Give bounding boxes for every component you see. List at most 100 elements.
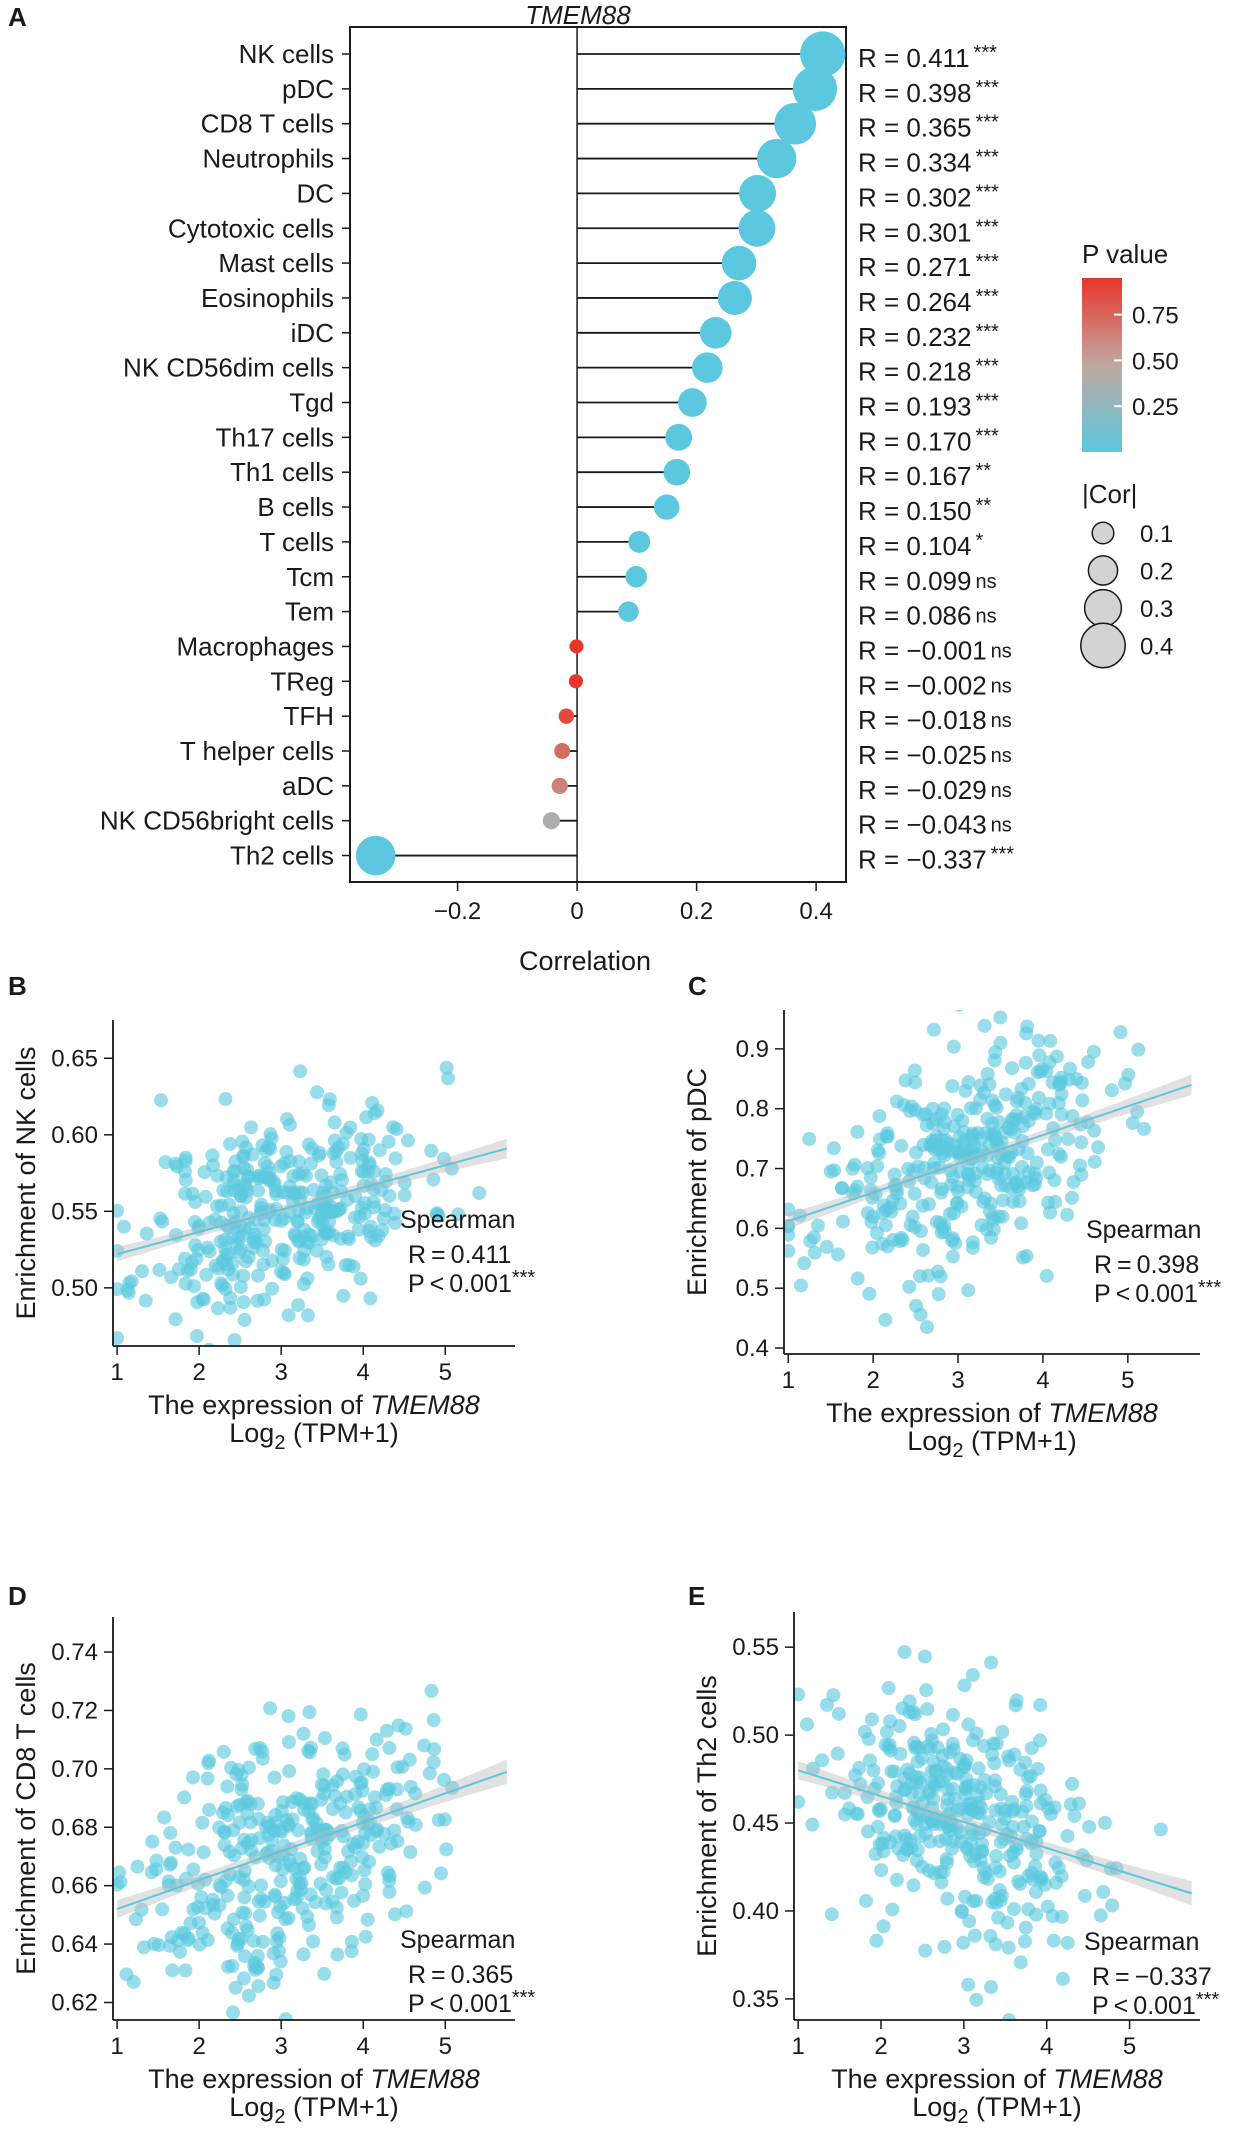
scatter-point xyxy=(1042,1205,1057,1220)
scatter-point xyxy=(254,1891,269,1906)
scatter-point xyxy=(956,1935,971,1950)
stats-r: R = 0.365 xyxy=(408,1961,513,1989)
scatter-point xyxy=(251,1268,266,1283)
scatter-point xyxy=(916,1242,931,1257)
category-label: T helper cells xyxy=(180,736,334,766)
scatter-point xyxy=(988,1937,1003,1952)
scatter-point xyxy=(362,1802,377,1817)
scatter-point xyxy=(185,1770,200,1785)
scatter-point xyxy=(333,1167,348,1182)
y-tick-label: 0.64 xyxy=(51,1931,98,1958)
colorbar-tick-label: 0.75 xyxy=(1132,303,1179,330)
stats-method: Spearman xyxy=(400,1926,515,1954)
scatter-point xyxy=(945,1249,960,1264)
x-tick-label: 4 xyxy=(357,2033,370,2060)
scatter-point xyxy=(291,1823,306,1838)
scatter-point xyxy=(873,1801,888,1816)
y-tick-label: 0.7 xyxy=(736,1156,769,1183)
scatter-point xyxy=(945,1233,960,1248)
category-label: B cells xyxy=(257,492,334,522)
scatter-point xyxy=(399,1904,414,1919)
scatter-point xyxy=(1001,2013,1016,2020)
y-axis-label: Enrichment of pDC xyxy=(682,1068,712,1296)
scatter-point xyxy=(902,1766,917,1781)
scatter-point xyxy=(926,1754,941,1769)
scatter-point xyxy=(985,1747,1000,1762)
scatter-point xyxy=(1086,1044,1101,1059)
scatter-point xyxy=(1007,1902,1022,1917)
scatter-point xyxy=(1042,1055,1057,1070)
scatter-point xyxy=(907,1186,922,1201)
category-label: Tcm xyxy=(286,562,334,592)
scatter-point xyxy=(318,1850,333,1865)
scatter-point xyxy=(933,1269,948,1284)
r-value-label: R = 0.365 *** xyxy=(858,112,999,143)
scatter-point xyxy=(163,1857,178,1872)
scatter-point xyxy=(1118,1076,1133,1091)
scatter-point xyxy=(995,1724,1010,1739)
legend: P value 0.75 0.50 0.25 |Cor| 0.1 0.2 0.3 0.4 xyxy=(1080,239,1179,669)
scatter-point xyxy=(921,1197,936,1212)
scatter-point xyxy=(942,1745,957,1760)
scatter-point xyxy=(379,1787,394,1802)
significance-mark: ns xyxy=(991,815,1012,837)
scatter-point xyxy=(391,1718,406,1733)
scatter-point xyxy=(864,1712,879,1727)
scatter-point xyxy=(969,1992,984,2007)
scatter-point xyxy=(793,1278,808,1293)
scatter-point xyxy=(273,1874,288,1889)
x-tick-label: 4 xyxy=(357,1359,370,1386)
scatter-point xyxy=(1031,1033,1046,1048)
scatter-point xyxy=(1067,1808,1082,1823)
scatter-point xyxy=(794,1687,806,1702)
scatter-point xyxy=(1013,1955,1028,1970)
scatter-point xyxy=(838,1807,853,1822)
x-tick-label: 0 xyxy=(570,898,583,925)
x-tick-label: 4 xyxy=(1040,2033,1053,2060)
scatter-point xyxy=(819,1239,834,1254)
scatter-point xyxy=(120,1283,135,1298)
scatter-point xyxy=(935,1133,950,1148)
scatter-point xyxy=(1018,1755,1033,1770)
scatter-point xyxy=(382,1873,397,1888)
lollipop-row: pDC R = 0.398 *** xyxy=(282,66,999,111)
scatter-point xyxy=(274,1242,289,1257)
lollipop-dot xyxy=(756,138,797,179)
lollipop-row: CD8 T cells R = 0.365 *** xyxy=(201,102,999,145)
scatter-point xyxy=(291,1298,306,1313)
scatter-point xyxy=(904,1786,919,1801)
scatter-point xyxy=(269,1967,284,1982)
x-tick-label: 2 xyxy=(192,2033,205,2060)
significance-mark: *** xyxy=(975,321,999,343)
scatter-point xyxy=(1153,1822,1168,1837)
category-label: NK cells xyxy=(239,39,334,69)
scatter-point xyxy=(181,1842,196,1857)
significance-mark: ns xyxy=(991,745,1012,767)
size-legend-circle xyxy=(1083,588,1123,628)
scatter-point xyxy=(973,1852,988,1867)
scatter-point xyxy=(988,1045,1003,1060)
scatter-point xyxy=(888,1829,903,1844)
x-tick-label: 3 xyxy=(951,1367,964,1394)
r-value-label: R = 0.193 *** xyxy=(858,391,999,422)
scatter-point xyxy=(250,1293,265,1308)
x-tick-label: 3 xyxy=(275,1359,288,1386)
scatter-point xyxy=(980,1871,995,1886)
scatter-point xyxy=(882,1737,897,1752)
scatter-point xyxy=(902,1174,917,1189)
scatter-point xyxy=(1075,1093,1090,1108)
scatter-point xyxy=(1069,1071,1084,1086)
scatter-point xyxy=(878,1312,893,1327)
significance-mark: ** xyxy=(975,495,991,517)
scatter-point xyxy=(989,1165,1004,1180)
scatter-point xyxy=(1014,1216,1029,1231)
y-tick-label: 0.45 xyxy=(732,1810,779,1837)
scatter-point xyxy=(192,1937,207,1952)
scatter-point xyxy=(1091,1140,1106,1155)
scatter-point xyxy=(168,1840,183,1855)
y-axis-label: Enrichment of CD8 T cells xyxy=(11,1662,41,1975)
scatter-point xyxy=(954,1010,964,1012)
scatter-point xyxy=(363,1291,378,1306)
scatter-point xyxy=(869,1933,884,1948)
scatter-point xyxy=(967,1928,982,1943)
